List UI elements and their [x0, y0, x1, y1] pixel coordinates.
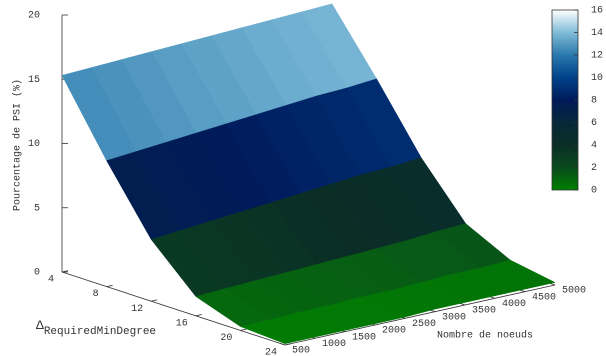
colorbar-tick-label: 10 [591, 73, 603, 84]
colorbar-tick-label: 16 [591, 6, 603, 17]
x-tick [549, 283, 556, 286]
x-tick-label: 1500 [352, 332, 376, 343]
x-tick-label: 2000 [382, 326, 406, 337]
y-axis-label: ΔRequiredMinDegree [36, 318, 156, 337]
x-tick-label: 2500 [412, 319, 436, 330]
y-tick-label: 12 [131, 304, 143, 315]
y-tick-label: 24 [265, 348, 277, 356]
colorbar-tick-label: 14 [591, 28, 603, 39]
z-tick-label: 5 [34, 203, 40, 214]
colorbar-tick-label: 0 [591, 186, 597, 197]
y-tick-label: 8 [93, 289, 99, 300]
y-axis-label-sub: RequiredMinDegree [44, 326, 156, 338]
x-tick [519, 289, 526, 293]
y-tick [106, 284, 113, 287]
y-axis [61, 271, 286, 346]
x-tick-label: 1000 [322, 339, 346, 350]
x-tick-label: 3000 [442, 312, 466, 323]
y-tick [151, 299, 158, 302]
y-tick [284, 343, 292, 346]
x-axis-label: Nombre de noeuds [437, 330, 533, 342]
colorbar-tick-label: 4 [591, 141, 597, 152]
colorbar-tick-label: 12 [591, 51, 603, 62]
colorbar-tick-label: 8 [591, 96, 597, 107]
y-tick [240, 328, 247, 331]
z-tick-label: 0 [34, 268, 40, 279]
x-tick-label: 500 [292, 346, 310, 356]
colorbar-tick-label: 2 [591, 163, 597, 174]
y-tick-label: 20 [220, 333, 232, 344]
x-tick-label: 4500 [532, 292, 556, 303]
z-tick-label: 10 [28, 139, 40, 150]
y-axis-label-main: Δ [36, 318, 44, 333]
x-tick-label: 3500 [472, 306, 496, 317]
z-tick-label: 15 [28, 75, 40, 86]
colorbar [551, 9, 579, 191]
x-tick-label: 5000 [562, 286, 586, 297]
surface-patch [479, 259, 556, 290]
x-tick [459, 303, 466, 306]
x-tick [489, 296, 496, 299]
y-tick-label: 4 [48, 275, 54, 286]
x-tick-label: 4000 [502, 299, 526, 310]
z-tick-label: 20 [28, 11, 40, 22]
y-tick-label: 16 [176, 318, 188, 329]
x-tick [279, 343, 286, 346]
colorbar-tick-label: 6 [591, 118, 597, 129]
y-tick [61, 270, 69, 273]
z-axis-label: Pourcentage de PSI (%) [12, 79, 24, 211]
x-axis [284, 284, 556, 346]
y-tick [195, 314, 202, 317]
